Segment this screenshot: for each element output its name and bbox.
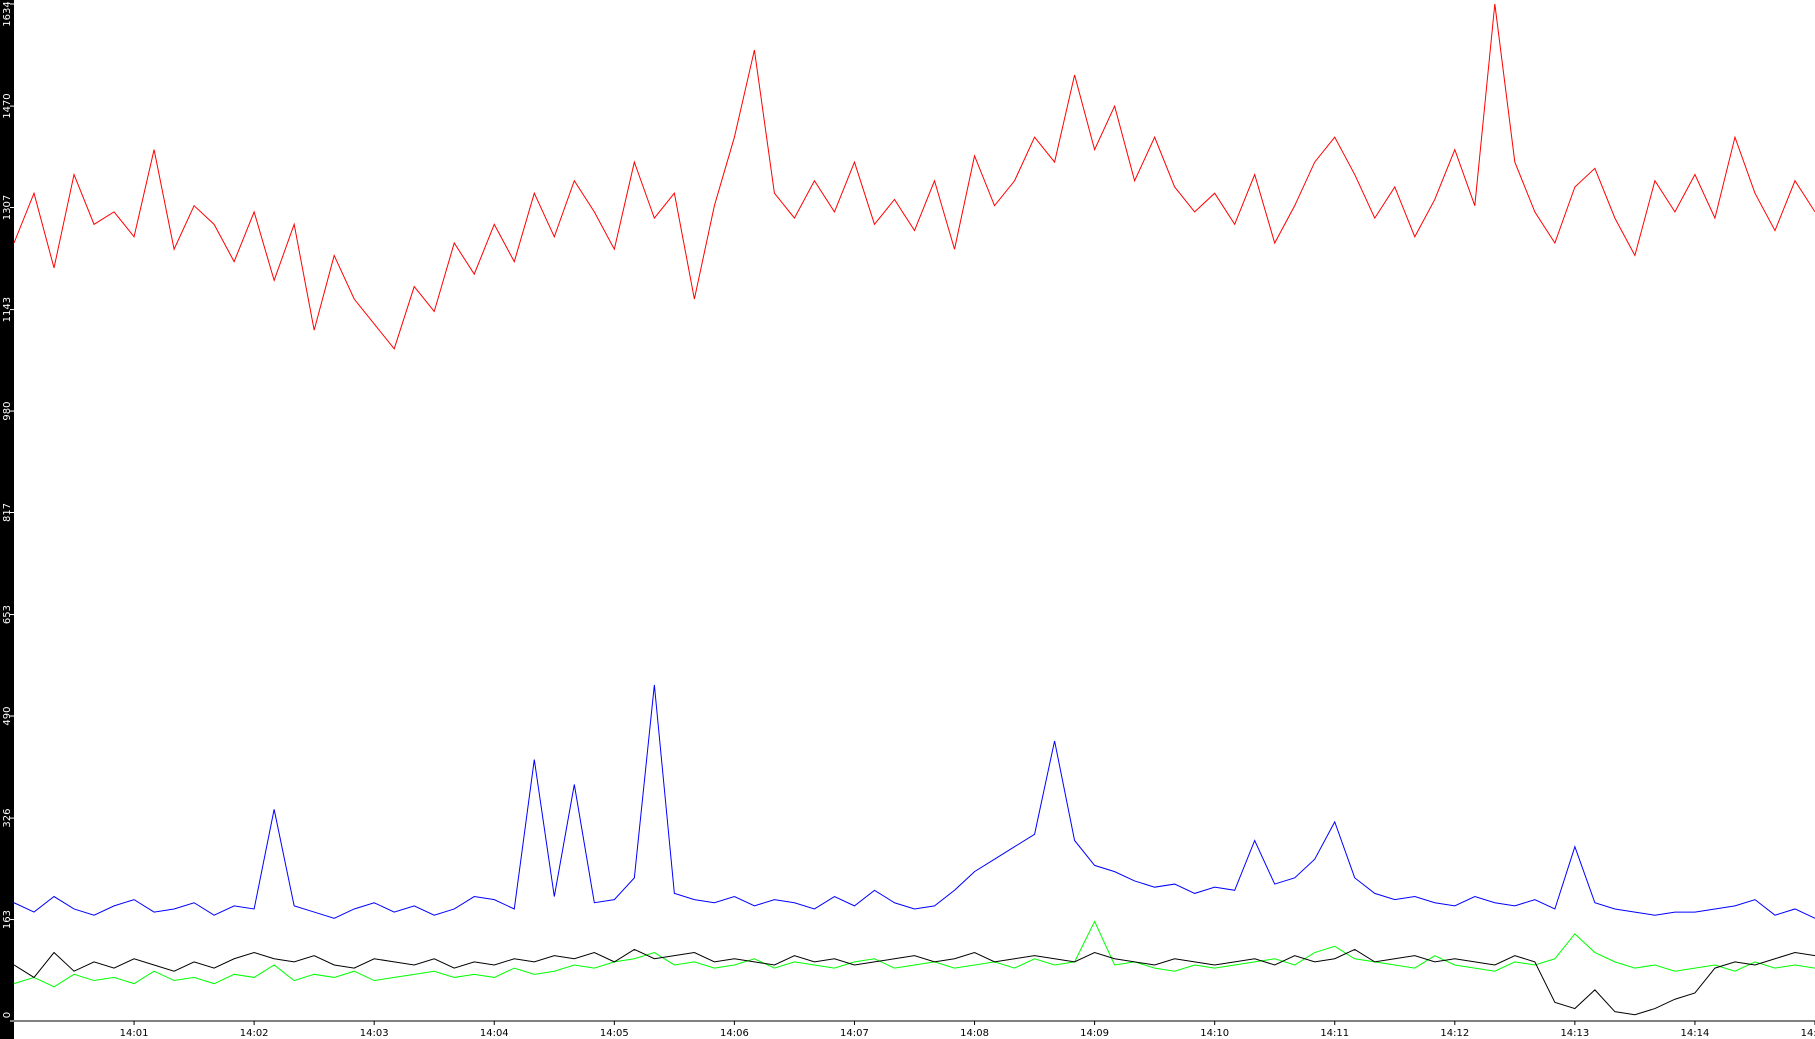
- series-line: [13, 920, 1815, 988]
- series-line: [13, 3, 1815, 350]
- y-tick-label: 490: [2, 706, 13, 725]
- series-line: [13, 948, 1815, 1016]
- x-tick-label: 14:14: [1681, 1028, 1710, 1039]
- x-tick-label: 14:01: [120, 1028, 149, 1039]
- y-tick-label: 1470: [2, 93, 13, 118]
- y-tick-label: 1143: [2, 297, 13, 322]
- x-tick-label: 14:08: [960, 1028, 989, 1039]
- x-tick-label: 14:02: [240, 1028, 269, 1039]
- x-tick-label: 14:10: [1200, 1028, 1229, 1039]
- x-tick-label: 14:06: [720, 1028, 749, 1039]
- y-tick-label: 326: [2, 809, 13, 828]
- x-tick-label: 14:11: [1320, 1028, 1349, 1039]
- x-tick-label: 14:03: [360, 1028, 389, 1039]
- x-tick-label: 14:13: [1560, 1028, 1589, 1039]
- y-tick-label: 1307: [2, 195, 13, 220]
- y-tick-label: 980: [2, 402, 13, 421]
- series-line: [13, 684, 1815, 919]
- x-tick-label: 14:07: [840, 1028, 869, 1039]
- y-tick-label: 0: [2, 1012, 13, 1018]
- x-tick-label: 14:09: [1080, 1028, 1109, 1039]
- x-tick-label: 14:04: [480, 1028, 509, 1039]
- y-tick-label: 817: [2, 503, 13, 522]
- x-tick-label: 14:05: [600, 1028, 629, 1039]
- y-tick-label: 163: [2, 910, 13, 929]
- x-tick-label: 14:15: [1801, 1028, 1815, 1039]
- y-tick-label: 1634: [2, 1, 13, 26]
- y-axis-strip: [0, 0, 14, 1039]
- x-tick-label: 14:12: [1440, 1028, 1469, 1039]
- y-tick-label: 653: [2, 605, 13, 624]
